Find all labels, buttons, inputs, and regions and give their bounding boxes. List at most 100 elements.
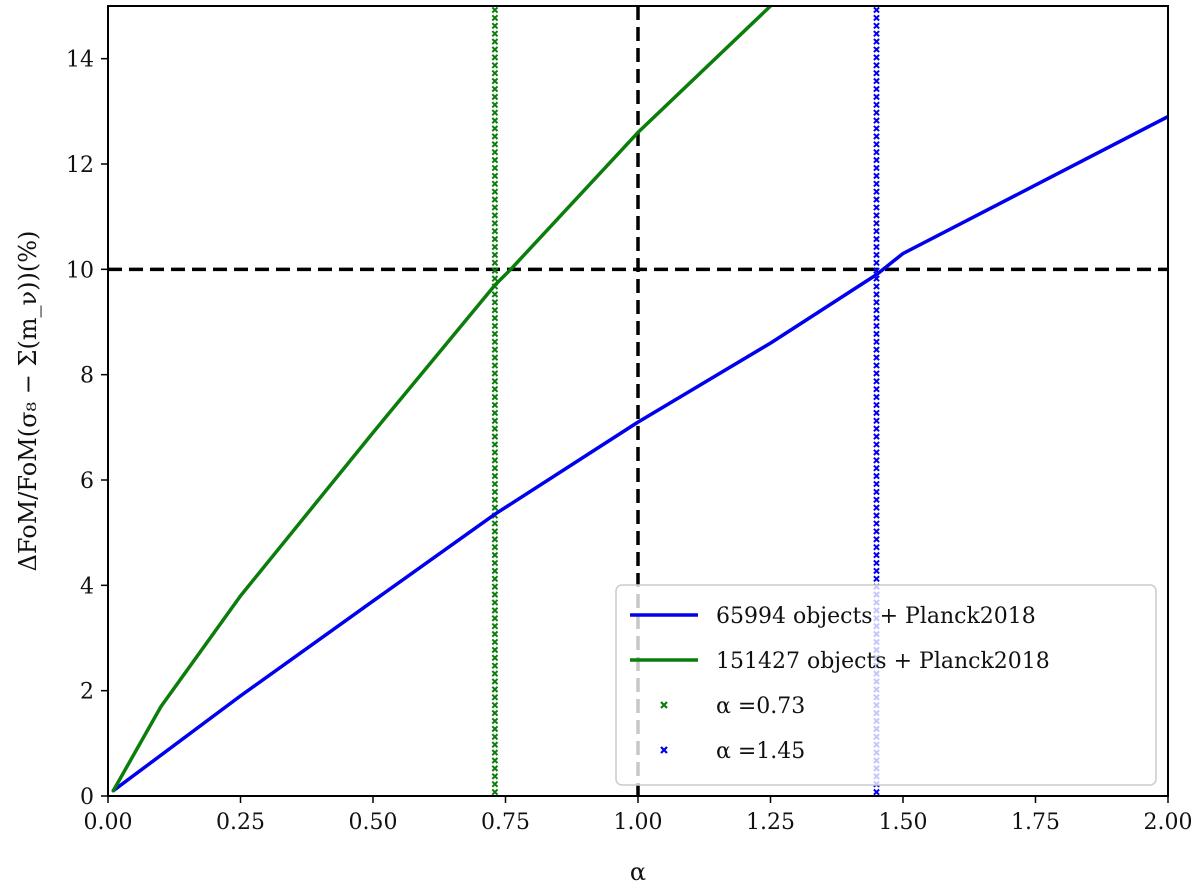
x-marker	[873, 219, 880, 227]
x-marker	[873, 543, 880, 551]
x-marker	[873, 148, 880, 156]
x-marker	[491, 528, 499, 535]
y-tick-label: 12	[66, 153, 94, 178]
x-marker	[873, 291, 880, 298]
x-marker	[491, 219, 499, 227]
x-marker	[491, 772, 499, 780]
x-marker	[491, 591, 499, 598]
x-marker	[491, 614, 499, 622]
x-marker	[491, 488, 499, 496]
x-marker	[873, 425, 880, 433]
y-tick-label: 2	[80, 680, 94, 705]
y-tick-label: 8	[80, 364, 94, 389]
x-marker	[873, 449, 880, 456]
x-marker	[491, 780, 499, 788]
x-marker	[491, 717, 499, 725]
x-marker	[873, 227, 880, 235]
x-tick-label: 0.25	[216, 810, 265, 835]
x-marker	[873, 101, 880, 109]
x-marker	[491, 393, 499, 401]
x-marker	[491, 298, 499, 306]
x-marker	[491, 670, 499, 677]
x-marker	[491, 227, 499, 235]
x-marker	[491, 456, 499, 464]
x-marker	[873, 93, 880, 101]
x-marker	[873, 251, 880, 259]
x-marker	[491, 520, 499, 527]
y-tick-label: 0	[80, 785, 94, 810]
x-marker	[491, 314, 499, 322]
x-marker	[491, 417, 499, 425]
x-marker	[873, 520, 880, 527]
x-marker	[873, 370, 880, 377]
x-marker	[491, 30, 499, 38]
x-marker	[491, 701, 499, 709]
legend-label: 65994 objects + Planck2018	[716, 604, 1036, 629]
y-tick-label: 10	[66, 258, 94, 283]
x-marker	[873, 575, 880, 583]
x-marker	[873, 788, 880, 796]
x-marker	[873, 330, 880, 338]
x-marker	[491, 291, 499, 298]
x-marker	[873, 156, 880, 164]
x-marker	[491, 662, 499, 670]
x-marker	[873, 456, 880, 464]
x-marker	[873, 567, 880, 575]
x-tick-label: 1.50	[879, 810, 928, 835]
x-marker	[491, 235, 499, 243]
x-marker	[491, 117, 499, 124]
x-marker	[491, 346, 499, 354]
x-marker	[873, 196, 880, 203]
x-marker	[873, 77, 880, 85]
x-marker	[491, 630, 499, 638]
legend-box	[615, 584, 1157, 786]
series-line-2	[111, 6, 773, 793]
x-tick-label: 2.00	[1144, 810, 1193, 835]
x-marker	[873, 409, 880, 417]
x-marker	[873, 188, 880, 196]
x-marker	[491, 409, 499, 417]
y-tick-label: 6	[80, 469, 94, 494]
x-marker	[491, 543, 499, 551]
x-marker	[491, 401, 499, 409]
y-tick-label: 14	[66, 48, 94, 73]
legend-label: 151427 objects + Planck2018	[716, 649, 1050, 674]
x-marker	[491, 607, 499, 614]
x-marker	[491, 757, 499, 764]
x-marker	[873, 496, 880, 504]
x-marker	[873, 314, 880, 322]
x-marker	[873, 54, 880, 61]
x-marker	[491, 109, 499, 117]
x-marker	[491, 551, 499, 559]
x-marker	[873, 259, 880, 267]
x-marker	[491, 164, 499, 172]
x-marker	[873, 172, 880, 180]
y-axis-label: ΔFoM/FoM(σ₈ − Σ(m_ν))(%)	[14, 231, 42, 572]
x-marker	[491, 212, 499, 219]
x-marker	[873, 212, 880, 219]
x-marker	[491, 93, 499, 101]
x-marker	[873, 441, 880, 448]
x-marker	[873, 133, 880, 140]
x-axis-label: α	[630, 858, 646, 886]
x-tick-label: 1.75	[1011, 810, 1060, 835]
x-marker	[873, 354, 880, 361]
x-marker	[491, 14, 499, 22]
x-marker	[491, 259, 499, 267]
x-marker	[873, 164, 880, 172]
x-marker	[491, 749, 499, 756]
x-marker	[873, 559, 880, 567]
x-marker	[873, 117, 880, 124]
marker-line-alpha-0-73	[491, 6, 499, 796]
x-marker	[491, 504, 499, 512]
x-marker	[873, 464, 880, 472]
x-marker	[491, 306, 499, 314]
x-marker	[873, 61, 880, 69]
x-marker	[491, 441, 499, 448]
x-marker	[491, 654, 499, 662]
x-marker	[873, 512, 880, 519]
x-marker	[491, 559, 499, 567]
x-marker	[873, 377, 880, 385]
x-marker	[491, 765, 499, 772]
x-marker	[491, 46, 499, 53]
